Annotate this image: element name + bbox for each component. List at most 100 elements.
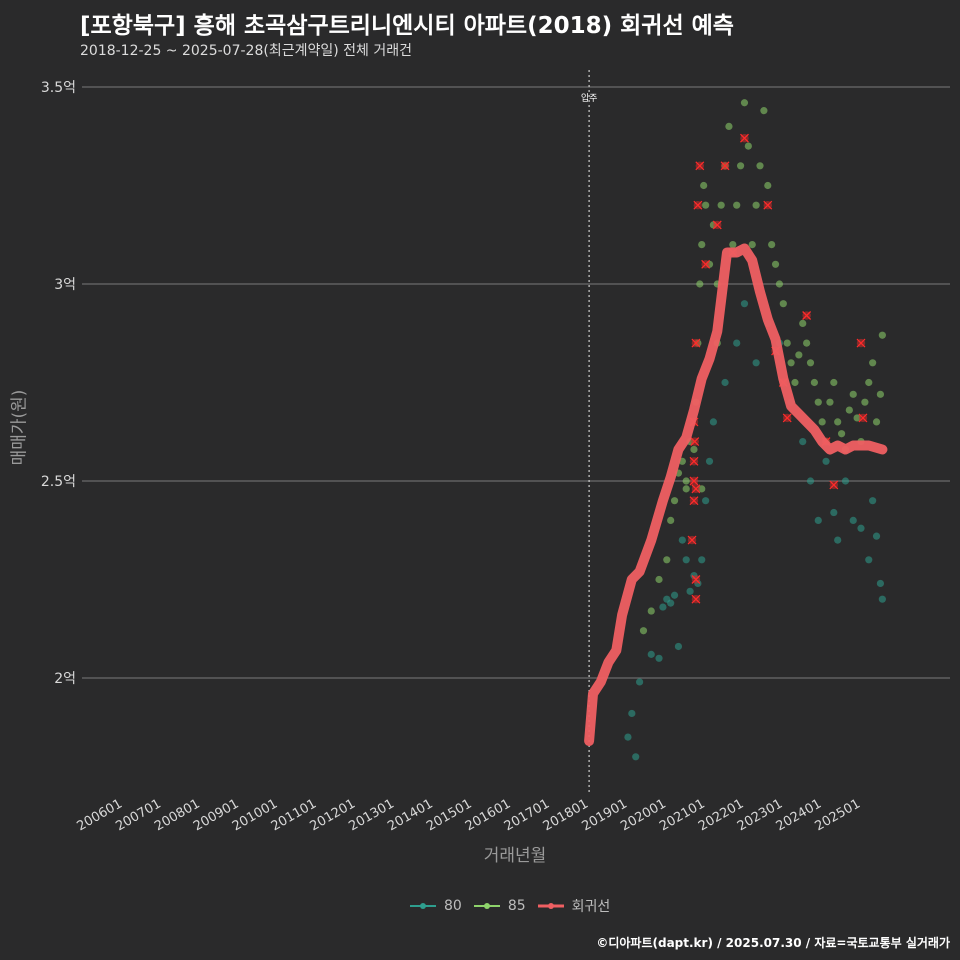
data-point-80 bbox=[698, 556, 706, 564]
legend-label-regression: 회귀선 bbox=[571, 899, 611, 915]
data-point-85 bbox=[756, 162, 764, 170]
data-point-85 bbox=[853, 414, 861, 422]
data-point-85 bbox=[783, 339, 791, 347]
data-point-80 bbox=[709, 418, 718, 426]
data-point-80 bbox=[830, 508, 838, 517]
data-point-85 bbox=[663, 556, 671, 564]
data-point-85 bbox=[729, 241, 737, 249]
highlight-cross bbox=[782, 413, 792, 423]
chart-title: [포항북구] 흥해 초곡삼구트리니엔시티 아파트(2018) 회귀선 예측 bbox=[80, 13, 734, 39]
highlight-cross bbox=[691, 484, 701, 494]
data-point-80 bbox=[857, 524, 865, 532]
data-point-85 bbox=[736, 162, 745, 170]
data-point-85 bbox=[818, 418, 826, 426]
data-point-85 bbox=[700, 181, 708, 190]
legend-item-regression[interactable]: 회귀선 bbox=[537, 896, 611, 916]
data-point-85 bbox=[872, 418, 881, 426]
data-point-85 bbox=[799, 319, 807, 327]
data-point-80 bbox=[814, 516, 822, 525]
data-point-80 bbox=[849, 516, 857, 525]
data-point-85 bbox=[849, 390, 857, 398]
data-point-80 bbox=[841, 477, 850, 485]
data-point-85 bbox=[698, 485, 706, 493]
highlight-cross bbox=[802, 311, 812, 320]
highlight-cross bbox=[691, 338, 701, 348]
data-point-80 bbox=[636, 678, 644, 686]
data-point-80 bbox=[752, 359, 760, 367]
data-point-85 bbox=[682, 485, 690, 493]
highlight-cross bbox=[712, 220, 722, 230]
data-point-85 bbox=[768, 241, 776, 249]
data-point-80 bbox=[659, 603, 667, 611]
highlight-cross bbox=[856, 338, 866, 348]
data-point-85 bbox=[752, 201, 760, 209]
data-point-80 bbox=[632, 753, 640, 761]
legend-item-85[interactable]: 85 bbox=[473, 898, 526, 914]
data-point-85 bbox=[878, 331, 886, 339]
data-point-85 bbox=[845, 406, 853, 414]
data-point-85 bbox=[834, 418, 842, 426]
highlight-cross bbox=[687, 535, 697, 545]
data-point-80 bbox=[624, 733, 632, 741]
legend-label-80: 80 bbox=[444, 898, 462, 914]
data-point-85 bbox=[696, 280, 704, 288]
data-point-85 bbox=[647, 607, 655, 615]
data-point-85 bbox=[771, 260, 780, 268]
highlight-cross bbox=[689, 476, 699, 486]
highlight-cross bbox=[763, 200, 773, 210]
data-point-80 bbox=[878, 595, 886, 603]
legend-item-80[interactable]: 80 bbox=[410, 898, 462, 914]
legend-key-80 bbox=[410, 899, 436, 913]
data-point-80 bbox=[721, 378, 729, 387]
data-point-80 bbox=[686, 587, 694, 595]
data-point-80 bbox=[865, 556, 873, 564]
data-point-80 bbox=[670, 591, 679, 599]
legend: 80 85 회귀선 bbox=[410, 896, 610, 916]
data-point-80 bbox=[822, 457, 830, 465]
data-point-80 bbox=[806, 477, 815, 485]
data-point-85 bbox=[861, 398, 869, 406]
data-point-80 bbox=[667, 599, 675, 607]
data-point-85 bbox=[748, 241, 756, 249]
data-point-80 bbox=[705, 457, 714, 465]
data-point-80 bbox=[682, 556, 690, 564]
data-point-85 bbox=[865, 378, 873, 387]
data-point-85 bbox=[837, 430, 846, 438]
data-point-80 bbox=[655, 654, 663, 662]
data-point-85 bbox=[826, 398, 834, 406]
data-point-85 bbox=[725, 122, 733, 130]
y-tick-label: 2.5억 bbox=[41, 474, 76, 490]
data-point-85 bbox=[791, 378, 799, 387]
data-point-80 bbox=[674, 642, 683, 651]
data-point-85 bbox=[869, 359, 877, 367]
legend-key-85 bbox=[473, 899, 500, 913]
legend-key-regression bbox=[537, 899, 564, 913]
highlight-cross bbox=[691, 575, 701, 584]
data-point-85 bbox=[787, 359, 795, 367]
data-point-80 bbox=[647, 650, 655, 658]
data-point-80 bbox=[799, 438, 807, 446]
highlight-cross bbox=[720, 161, 730, 171]
data-point-85 bbox=[764, 181, 772, 190]
data-point-85 bbox=[698, 241, 706, 249]
x-axis-label: 거래년월 bbox=[483, 846, 547, 866]
highlight-cross bbox=[690, 437, 700, 447]
data-point-85 bbox=[806, 359, 815, 367]
data-point-85 bbox=[814, 398, 822, 406]
data-point-85 bbox=[717, 201, 725, 209]
highlight-cross bbox=[858, 413, 868, 423]
highlight-cross bbox=[693, 200, 703, 210]
data-point-85 bbox=[682, 477, 690, 485]
data-point-85 bbox=[803, 339, 811, 347]
data-point-80 bbox=[702, 497, 710, 505]
data-point-80 bbox=[740, 300, 749, 308]
y-tick-label: 2억 bbox=[54, 671, 76, 687]
data-point-85 bbox=[775, 280, 784, 288]
highlight-cross bbox=[691, 594, 701, 604]
x-tick-label: 202501 bbox=[813, 796, 863, 834]
data-point-85 bbox=[795, 351, 803, 359]
highlight-cross bbox=[740, 133, 749, 143]
data-point-85 bbox=[667, 516, 675, 525]
data-point-85 bbox=[655, 575, 663, 584]
